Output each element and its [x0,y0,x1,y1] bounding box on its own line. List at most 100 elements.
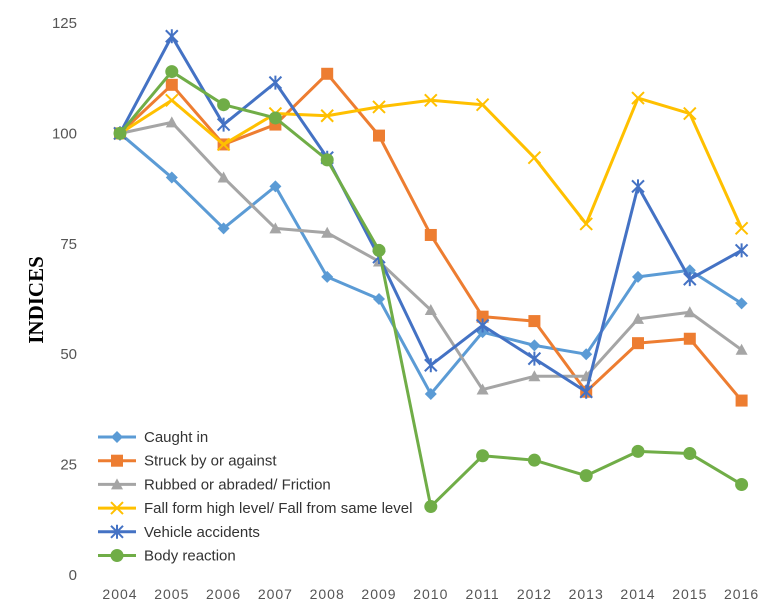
data-point [527,150,542,165]
data-point [527,453,541,467]
series-line [118,34,743,394]
data-point [735,343,748,355]
data-point [216,137,231,152]
data-point [579,217,593,231]
data-point [734,243,749,258]
legend-item: Body reaction [98,548,236,565]
legend-marker [111,478,123,490]
data-point [165,171,178,184]
data-point [424,93,438,107]
data-point [268,111,282,125]
data-point [372,243,386,257]
x-tick-label: 2014 [620,586,655,602]
data-point [476,383,489,395]
data-point [580,348,593,361]
data-point [373,129,385,142]
data-point [217,98,231,112]
data-point [632,270,644,283]
y-tick-label: 0 [69,567,77,584]
x-axis-ticks: 2004 2005 2006 2007 2008 2009 2010 2011 2012 2013… [102,586,759,602]
data-point [527,351,542,366]
legend: Caught in Struck by or against Rubbed or a… [98,429,412,565]
data-point [475,97,490,112]
legend-item: Struck by or against [98,453,277,470]
legend-label: Struck by or against [144,453,277,470]
data-point [424,228,437,241]
legend-item: Fall form high level/ Fall from same lev… [98,500,412,517]
y-tick-label: 125 [52,15,77,32]
x-tick-label: 2009 [361,586,396,602]
data-point [165,78,178,91]
data-point [320,153,334,167]
data-point [268,75,283,90]
data-point [321,226,334,238]
data-point [528,370,541,382]
data-point [372,100,386,114]
series-line [119,96,743,229]
series-struck-by-or-against [114,67,748,407]
data-point [165,93,179,107]
data-point [631,91,645,105]
data-point [424,387,437,400]
data-point [734,221,749,236]
series-line [119,120,743,392]
data-point [113,126,127,140]
data-point [269,180,282,193]
data-point [424,304,437,316]
y-axis-ticks: 0 25 50 75 100 125 [52,15,77,584]
data-point [735,394,748,407]
series-line [119,132,743,396]
legend-label: Caught in [144,429,208,446]
data-point [735,297,748,310]
data-point [631,179,645,194]
data-point [683,332,696,345]
x-tick-label: 2012 [517,586,552,602]
data-point [476,449,490,463]
x-tick-label: 2008 [310,586,345,602]
data-point [216,117,231,132]
data-point [632,337,644,350]
data-point [683,272,697,287]
legend-label: Vehicle accidents [144,524,260,541]
data-point [321,67,334,80]
data-point [321,270,334,283]
y-tick-label: 25 [60,457,77,474]
x-tick-label: 2015 [672,586,707,602]
x-tick-label: 2011 [466,586,500,602]
data-point [424,500,438,514]
data-point [165,116,178,128]
legend-label: Rubbed or abraded/ Friction [144,476,331,493]
data-point [683,306,696,318]
y-tick-label: 100 [52,125,77,142]
legend-marker [111,454,123,467]
data-point [528,315,541,328]
data-point [528,339,541,352]
series-group [113,29,749,514]
x-tick-label: 2005 [154,586,189,602]
legend-label: Fall form high level/ Fall from same lev… [144,500,412,517]
data-point [579,469,593,483]
legend-item: Vehicle accidents [98,524,260,541]
data-point [631,444,645,458]
legend-marker [110,524,124,539]
x-tick-label: 2016 [724,586,759,602]
x-tick-label: 2013 [569,586,604,602]
x-tick-label: 2007 [258,586,293,602]
y-axis-label: INDICES [24,256,48,344]
data-point [320,109,334,123]
data-point [165,29,179,44]
data-point [424,358,438,373]
x-tick-label: 2010 [413,586,448,602]
data-point [217,222,230,235]
series-rubbed-or-abraded-friction [114,116,748,395]
data-point [269,118,282,131]
legend-marker [110,549,124,562]
legend-label: Body reaction [144,548,236,565]
x-tick-label: 2004 [102,586,137,602]
y-tick-label: 50 [60,346,77,363]
data-point [165,65,179,79]
data-point [217,171,230,183]
data-point [683,447,697,461]
